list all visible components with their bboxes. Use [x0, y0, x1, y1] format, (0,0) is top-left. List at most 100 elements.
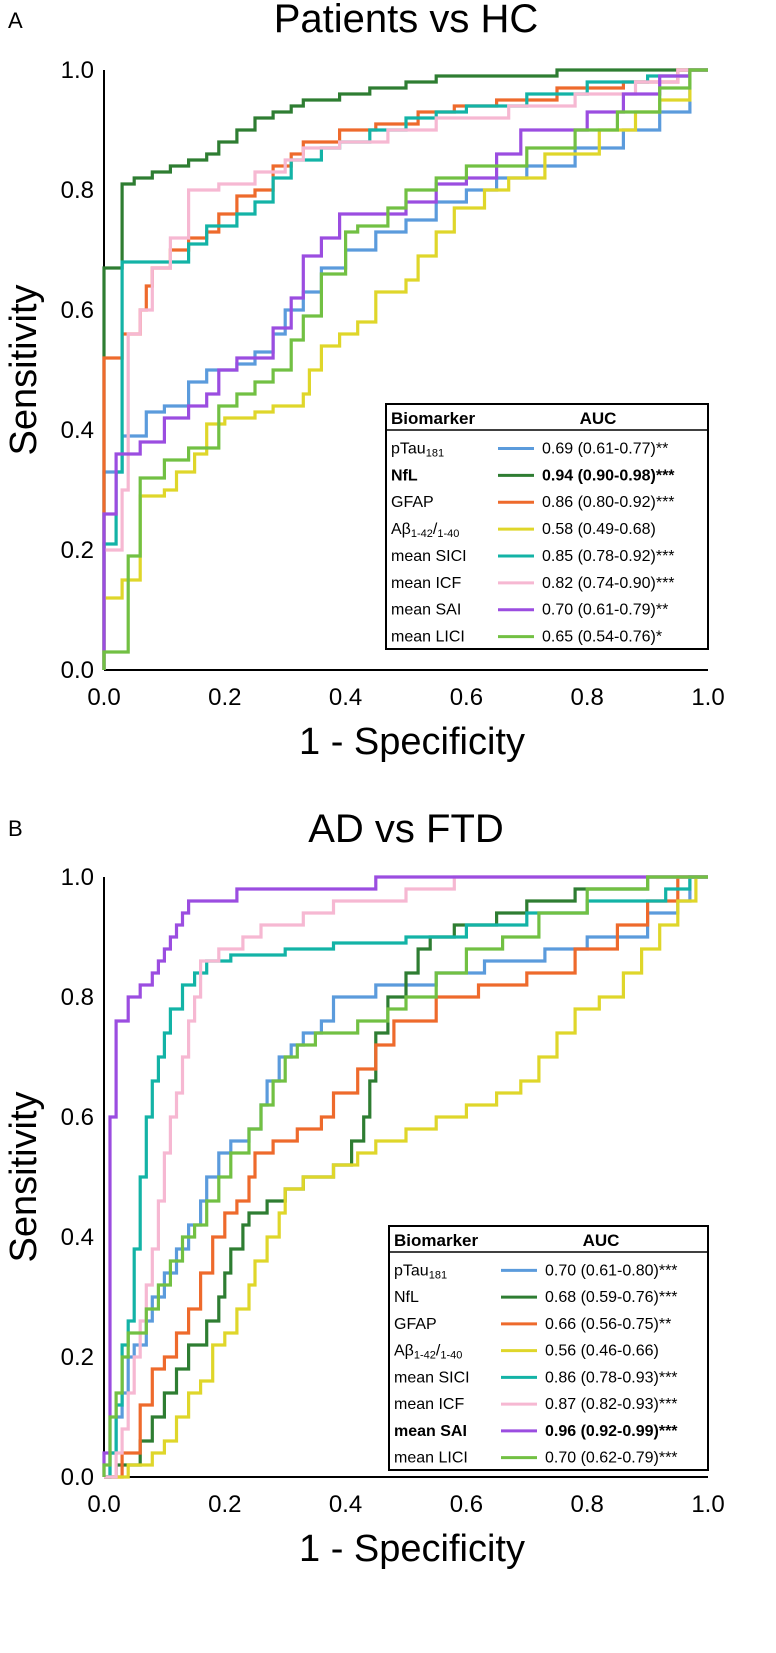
legend-auc-value: 0.86 (0.78-0.93)***: [545, 1369, 678, 1386]
legend-biomarker-name: mean SAI: [394, 1423, 467, 1440]
legend-row: mean SICI 0.86 (0.78-0.93)***: [394, 1369, 678, 1386]
x-tick-label: 0.4: [329, 684, 362, 711]
legend-row: mean LICI 0.65 (0.54-0.76)*: [391, 629, 662, 646]
legend-biomarker-label: Aβ1-42/1-40: [391, 521, 459, 540]
legend-biomarker-name: mean SICI: [391, 548, 467, 565]
legend-biomarker-name: mean SAI: [391, 602, 461, 619]
y-tick-label: 0.6: [61, 297, 94, 324]
legend-auc-value: 0.86 (0.80-0.92)***: [542, 494, 675, 511]
legend-auc-value: 0.56 (0.46-0.66): [545, 1343, 659, 1360]
roc-curve-gfap: [102, 68, 708, 670]
legend-header-biomarker: Biomarker: [391, 409, 475, 428]
x-axis-label: 1 - Specificity: [299, 1528, 525, 1570]
roc-curve-mean-icf: [104, 875, 708, 1479]
x-tick-label: 0.6: [450, 684, 483, 711]
x-tick-label: 1.0: [691, 684, 724, 711]
legend-biomarker-name: GFAP: [394, 1316, 437, 1333]
legend-biomarker-label: NfL: [394, 1289, 419, 1306]
x-tick-label: 0.8: [571, 1491, 604, 1518]
legend-row: pTau181 0.69 (0.61-0.77)**: [391, 440, 668, 459]
legend-biomarker-name: NfL: [391, 467, 418, 484]
x-tick-label: 0.2: [208, 684, 241, 711]
legend-biomarker-name: Aβ: [391, 521, 411, 538]
y-tick-label: 0.0: [61, 657, 94, 684]
legend-auc-value: 0.68 (0.59-0.76)***: [545, 1289, 678, 1306]
legend-biomarker-label: GFAP: [394, 1316, 437, 1333]
legend-row: Aβ1-42/1-40 0.56 (0.46-0.66): [394, 1343, 659, 1362]
x-tick-label: 0.6: [450, 1491, 483, 1518]
roc-curve-mean-sici: [104, 875, 708, 1479]
y-tick-label: 0.2: [61, 537, 94, 564]
roc-curve-mean-icf: [102, 68, 708, 670]
legend-row: NfL 0.68 (0.59-0.76)***: [394, 1289, 678, 1306]
roc-curve-a-1-42-1-40: [102, 68, 708, 670]
legend-row: mean ICF 0.82 (0.74-0.90)***: [391, 575, 675, 592]
legend-subscript: 181: [429, 1269, 447, 1281]
legend-table: Biomarker AUC pTau181 0.70 (0.61-0.80)*** Nf…: [388, 1225, 709, 1471]
legend-row: GFAP 0.66 (0.56-0.75)**: [394, 1316, 671, 1333]
panel-label: B: [8, 816, 23, 841]
legend-separator: /: [436, 1343, 441, 1360]
legend-biomarker-name: pTau: [394, 1262, 429, 1279]
legend-subscript: 1-40: [440, 1350, 462, 1362]
y-tick-label: 1.0: [61, 57, 94, 84]
legend-row: pTau181 0.70 (0.61-0.80)***: [394, 1262, 678, 1281]
roc-curve-mean-lici: [102, 875, 708, 1477]
legend-auc-value: 0.94 (0.90-0.98)***: [542, 467, 675, 484]
legend-auc-value: 0.87 (0.82-0.93)***: [545, 1396, 678, 1413]
legend-auc-value: 0.70 (0.61-0.80)***: [545, 1262, 678, 1279]
legend-biomarker-label: mean SAI: [394, 1423, 467, 1440]
legend-biomarker-name: mean LICI: [394, 1450, 468, 1467]
legend-biomarker-name: GFAP: [391, 494, 434, 511]
legend-table: Biomarker AUC pTau181 0.69 (0.61-0.77)** NfL…: [385, 403, 709, 650]
legend-auc-value: 0.82 (0.74-0.90)***: [542, 575, 675, 592]
legend-header-auc: AUC: [583, 1231, 620, 1250]
y-axis-label: Sensitivity: [3, 284, 45, 455]
legend-row: mean LICI 0.70 (0.62-0.79)***: [394, 1450, 678, 1467]
legend-row: Aβ1-42/1-40 0.58 (0.49-0.68): [391, 521, 656, 540]
legend-row: GFAP 0.86 (0.80-0.92)***: [391, 494, 675, 511]
roc-curve-nfl: [102, 68, 708, 670]
legend-biomarker-name: mean SICI: [394, 1369, 470, 1386]
legend-subscript: 181: [426, 447, 444, 459]
legend-biomarker-name: mean ICF: [391, 575, 461, 592]
legend-biomarker-label: mean ICF: [394, 1396, 464, 1413]
legend-auc-value: 0.65 (0.54-0.76)*: [542, 629, 662, 646]
legend-biomarker-name: mean LICI: [391, 629, 465, 646]
legend-biomarker-label: mean SICI: [394, 1369, 470, 1386]
y-tick-label: 0.4: [61, 417, 94, 444]
legend-auc-value: 0.66 (0.56-0.75)**: [545, 1316, 671, 1333]
y-tick-label: 0.6: [61, 1104, 94, 1131]
roc-curve-a-1-42-1-40: [104, 875, 708, 1479]
legend-frame: [388, 1225, 709, 1471]
chart-title: AD vs FTD: [308, 807, 504, 851]
legend-biomarker-label: Aβ1-42/1-40: [394, 1343, 462, 1362]
legend-auc-value: 0.69 (0.61-0.77)**: [542, 440, 668, 457]
legend-biomarker-label: mean SAI: [391, 602, 461, 619]
legend-auc-value: 0.70 (0.62-0.79)***: [545, 1450, 678, 1467]
y-tick-label: 0.8: [61, 177, 94, 204]
legend-subscript: 1-40: [437, 528, 459, 540]
legend-frame: [385, 403, 709, 650]
y-tick-label: 0.8: [61, 984, 94, 1011]
y-tick-label: 1.0: [61, 864, 94, 891]
legend-biomarker-label: pTau181: [394, 1262, 447, 1281]
legend-biomarker-label: GFAP: [391, 494, 434, 511]
legend-biomarker-name: NfL: [394, 1289, 419, 1306]
roc-curve-gfap: [104, 875, 708, 1479]
legend-subscript: 1-42: [411, 528, 433, 540]
x-tick-label: 0.0: [87, 1491, 120, 1518]
legend-biomarker-label: mean LICI: [394, 1450, 468, 1467]
panel-label: A: [8, 8, 23, 33]
x-tick-label: 0.2: [208, 1491, 241, 1518]
roc-curve-mean-sai: [102, 875, 708, 1477]
legend-biomarker-name: Aβ: [394, 1343, 414, 1360]
legend-auc-value: 0.85 (0.78-0.92)***: [542, 548, 675, 565]
legend-row: mean ICF 0.87 (0.82-0.93)***: [394, 1396, 678, 1413]
y-axis-label: Sensitivity: [3, 1091, 45, 1262]
legend-biomarker-label: mean ICF: [391, 575, 461, 592]
y-tick-label: 0.2: [61, 1344, 94, 1371]
roc-panel-b: B AD vs FTD 0.0 0.2 0.4 0.6 0.8 1.0 0.0 0.2 0.4 0.6…: [3, 807, 725, 1570]
legend-biomarker-label: pTau181: [391, 440, 444, 459]
